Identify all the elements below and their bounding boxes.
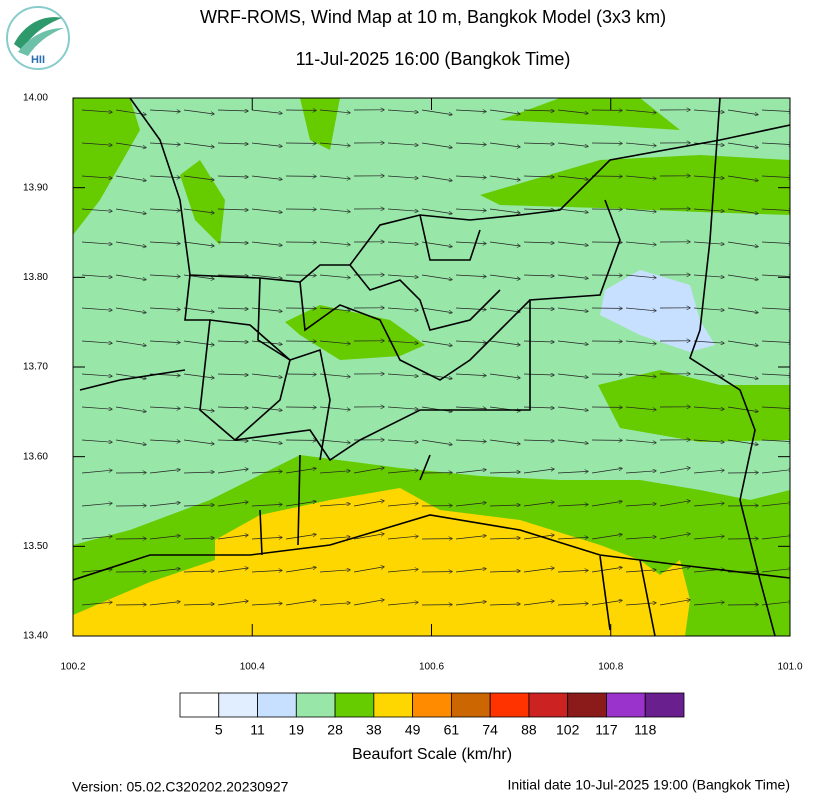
legend-label: 49 [405,722,421,738]
legend-label: 102 [556,722,580,738]
x-tick-label: 100.2 [60,662,85,673]
y-tick-label: 13.80 [23,272,48,283]
logo: HII [7,7,69,69]
legend-label: 38 [366,722,382,738]
x-tick-label: 101.0 [777,662,802,673]
legend: 5 11 19 28 38 49 61 74 88 102 117 118 [180,693,684,738]
legend-swatch [645,693,684,717]
legend-label: 5 [215,722,223,738]
y-tick-label: 13.40 [23,631,48,642]
y-tick-label: 13.60 [23,451,48,462]
legend-swatch [374,693,413,717]
y-tick-label: 13.90 [23,182,48,193]
legend-swatch [258,693,297,717]
y-tick-label: 13.50 [23,541,48,552]
legend-swatch [413,693,452,717]
legend-swatch [490,693,529,717]
legend-label: 19 [289,722,305,738]
initial-date: Initial date 10-Jul-2025 19:00 (Bangkok … [508,777,791,793]
legend-label: 61 [444,722,460,738]
legend-swatch [451,693,490,717]
subtitle: 11-Jul-2025 16:00 (Bangkok Time) [296,49,571,69]
wind-field [73,98,792,636]
legend-label: 88 [521,722,537,738]
legend-swatch [180,693,219,717]
logo-text: HII [31,54,45,66]
legend-swatch [568,693,607,717]
title: WRF-ROMS, Wind Map at 10 m, Bangkok Mode… [200,7,666,27]
y-tick-label: 13.70 [23,362,48,373]
legend-swatch [296,693,335,717]
x-tick-label: 100.8 [598,662,623,673]
legend-label: 74 [482,722,498,738]
legend-swatch [529,693,568,717]
legend-swatch [335,693,374,717]
legend-title: Beaufort Scale (km/hr) [352,746,512,763]
legend-label: 11 [250,722,265,738]
legend-label: 28 [327,722,343,738]
legend-swatch [219,693,258,717]
x-tick-label: 100.4 [240,662,265,673]
version: Version: 05.02.C320202.20230927 [72,779,289,795]
legend-swatch [606,693,645,717]
legend-label: 118 [634,722,657,738]
y-tick-label: 14.00 [23,93,48,104]
legend-label: 117 [595,722,618,738]
x-tick-label: 100.6 [419,662,444,673]
